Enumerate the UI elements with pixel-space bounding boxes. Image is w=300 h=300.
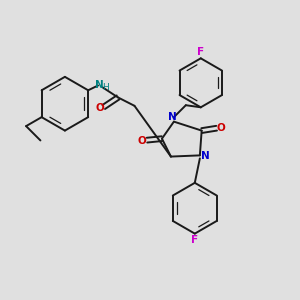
Text: O: O	[217, 123, 226, 133]
Text: F: F	[191, 235, 198, 244]
Text: O: O	[138, 136, 147, 146]
Text: N: N	[201, 151, 210, 161]
Text: F: F	[197, 47, 204, 57]
Text: O: O	[95, 103, 104, 112]
Text: N: N	[95, 80, 104, 90]
Text: N: N	[168, 112, 177, 122]
Text: H: H	[102, 83, 109, 92]
